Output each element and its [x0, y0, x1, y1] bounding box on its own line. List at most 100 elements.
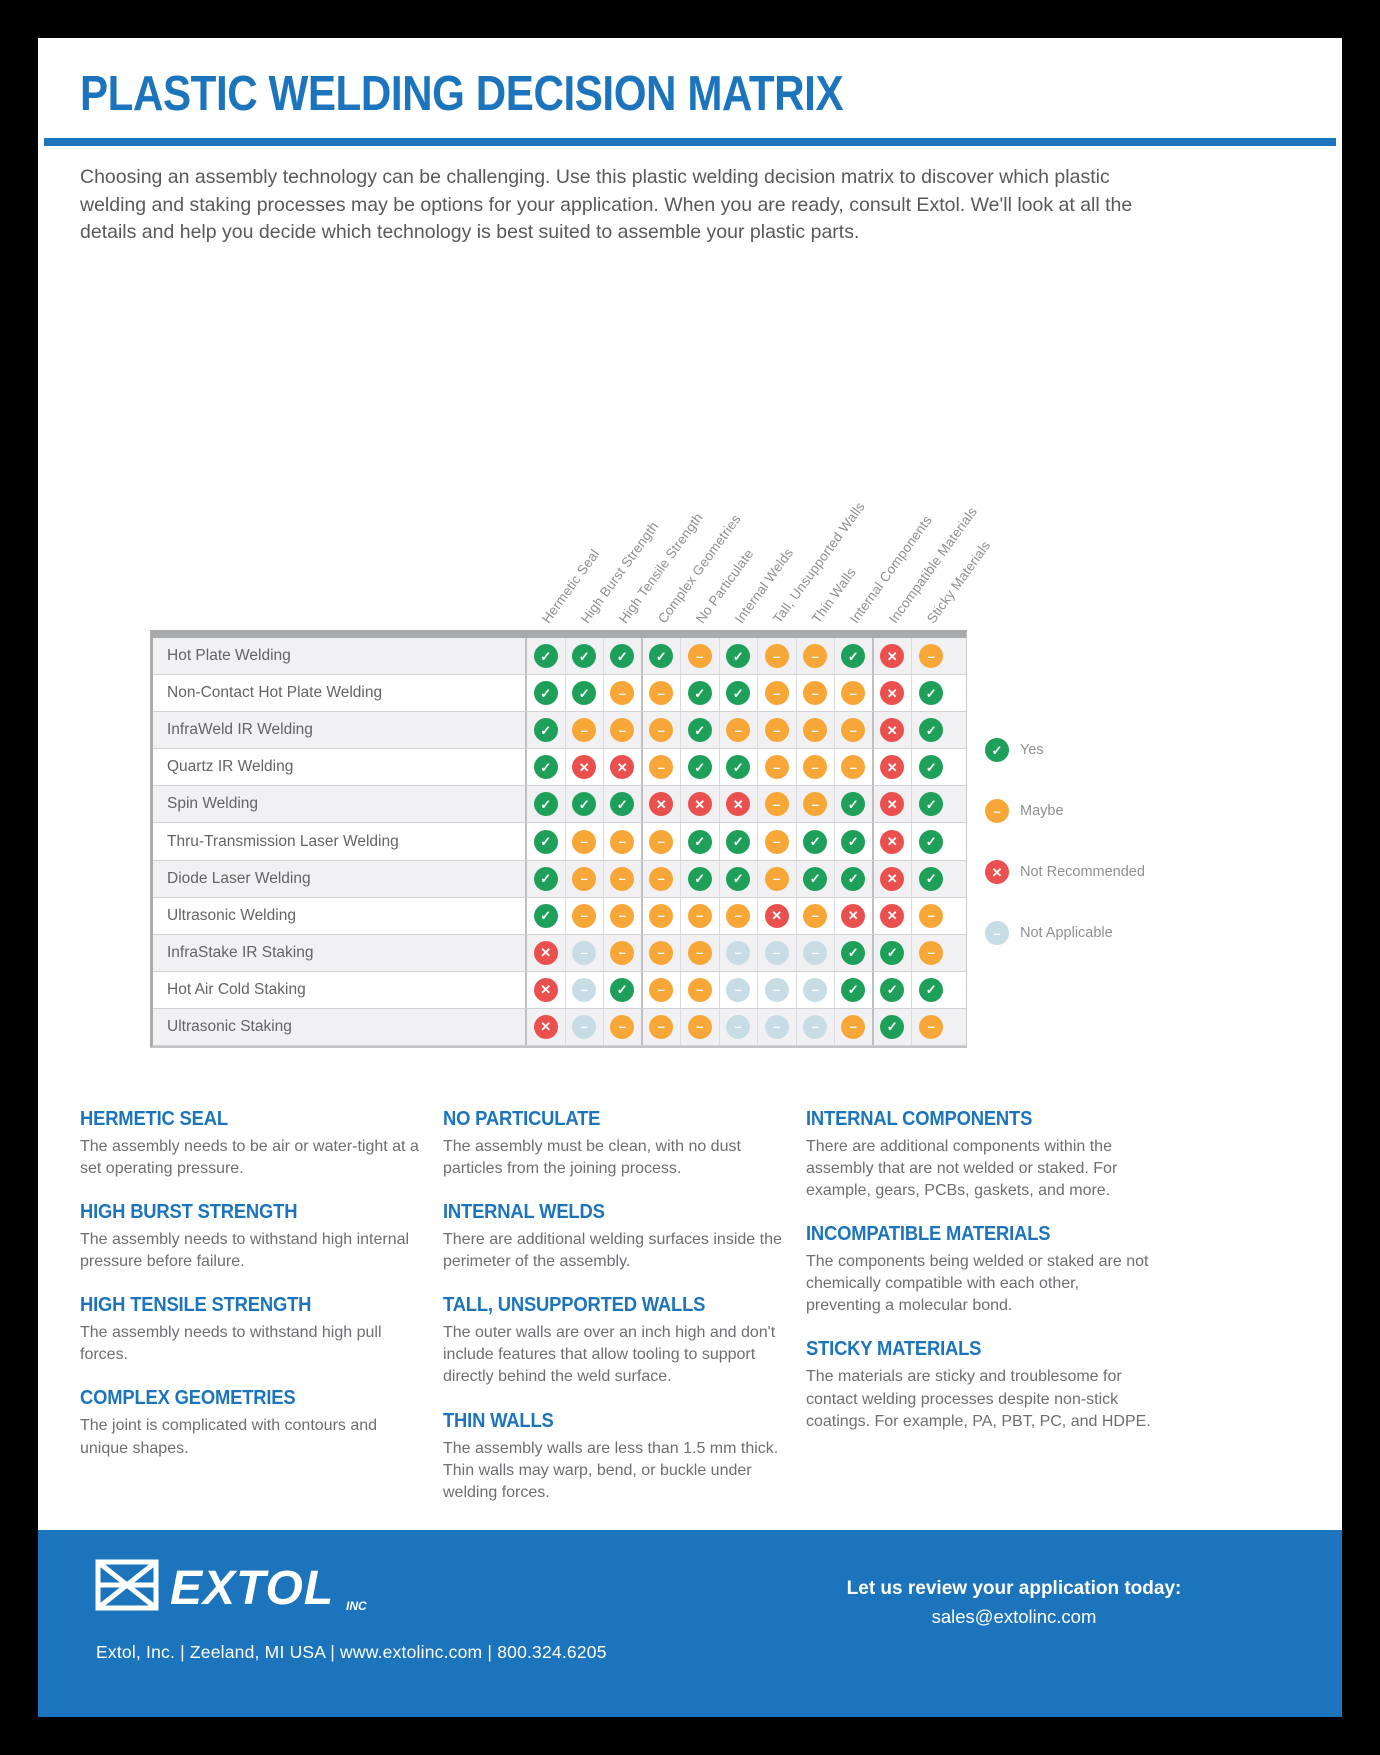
- status-dot-no: ✕: [687, 792, 712, 817]
- matrix-cell: –: [566, 934, 604, 971]
- matrix-cell: –: [797, 786, 835, 823]
- legend-item: – Maybe: [985, 799, 1145, 823]
- matrix-cell: –: [758, 638, 797, 675]
- legend-label: Not Applicable: [1020, 925, 1113, 941]
- definition-heading: TALL, UNSUPPORTED WALLS: [443, 1294, 706, 1317]
- status-dot-maybe: –: [764, 829, 789, 854]
- process-label: Hot Air Cold Staking: [153, 971, 527, 1008]
- status-dot-no: ✕: [533, 1014, 558, 1039]
- legend-dot-na: –: [985, 921, 1009, 945]
- matrix-cell: –: [720, 897, 758, 934]
- status-dot-yes: ✓: [533, 903, 558, 928]
- matrix-cell: ✓: [720, 823, 758, 860]
- matrix-cell: ✓: [835, 823, 874, 860]
- matrix-cell: –: [835, 675, 874, 712]
- status-dot-na: –: [726, 1014, 751, 1039]
- extol-logo-mark: [95, 1559, 159, 1611]
- intro-paragraph: Choosing an assembly technology can be c…: [80, 166, 1133, 244]
- status-dot-yes: ✓: [919, 755, 944, 780]
- matrix-cell: –: [604, 712, 643, 749]
- status-dot-yes: ✓: [841, 977, 866, 1002]
- matrix-cell: –: [681, 638, 720, 675]
- status-dot-maybe: –: [649, 1014, 674, 1039]
- status-dot-maybe: –: [649, 977, 674, 1002]
- matrix-cell: ✕: [681, 786, 720, 823]
- definition-heading: INTERNAL WELDS: [443, 1201, 605, 1224]
- status-dot-maybe: –: [649, 755, 674, 780]
- footer-address: Extol, Inc. | Zeeland, MI USA | www.exto…: [96, 1642, 607, 1662]
- matrix-cell: ✕: [874, 823, 912, 860]
- status-dot-na: –: [764, 1014, 789, 1039]
- status-dot-yes: ✓: [919, 977, 944, 1002]
- process-label: Thru-Transmission Laser Welding: [153, 823, 527, 860]
- matrix-cell: –: [758, 860, 797, 897]
- matrix-cell: ✓: [874, 1008, 912, 1046]
- matrix-cell: ✕: [566, 749, 604, 786]
- extol-logo: EXTOL INC: [95, 1559, 367, 1615]
- status-dot-yes: ✓: [726, 681, 751, 706]
- matrix-cell: ✕: [874, 712, 912, 749]
- matrix-cell: ✕: [874, 675, 912, 712]
- footer-bar: EXTOL INC Extol, Inc. | Zeeland, MI USA …: [38, 1530, 1342, 1717]
- matrix-cell: –: [797, 712, 835, 749]
- flyer-page: PLASTIC WELDING DECISION MATRIX Choosing…: [38, 38, 1342, 1717]
- matrix-row: Ultrasonic Welding ✓ – – – – – ✕ – ✕ ✕ –: [153, 897, 966, 935]
- matrix-row: Spin Welding ✓ ✓ ✓ ✕ ✕ ✕ – – ✓ ✕ ✓: [153, 786, 966, 824]
- title-divider: [44, 138, 1336, 146]
- status-dot-yes: ✓: [726, 829, 751, 854]
- matrix-cell: ✕: [874, 786, 912, 823]
- matrix-cell: ✓: [912, 749, 951, 785]
- matrix-cell: –: [912, 935, 951, 971]
- status-dot-yes: ✓: [687, 718, 712, 743]
- status-dot-no: ✕: [533, 940, 558, 965]
- matrix-cell: –: [758, 675, 797, 712]
- definitions-column-1: HERMETIC SEAL The assembly needs to be ai…: [80, 1108, 428, 1481]
- matrix-cell: ✕: [527, 934, 566, 971]
- definitions-column-2: NO PARTICULATE The assembly must be clean…: [443, 1108, 791, 1525]
- status-dot-no: ✕: [880, 866, 905, 891]
- matrix-cell: ✓: [912, 786, 951, 822]
- legend-item: ✓ Yes: [985, 738, 1145, 762]
- status-dot-yes: ✓: [880, 940, 905, 965]
- matrix-cell: –: [643, 897, 681, 934]
- status-dot-na: –: [726, 977, 751, 1002]
- status-dot-maybe: –: [803, 755, 828, 780]
- status-dot-no: ✕: [880, 718, 905, 743]
- definition-heading: COMPLEX GEOMETRIES: [80, 1387, 296, 1410]
- definition-body: The assembly needs to withstand high pul…: [80, 1324, 382, 1364]
- matrix-cell: ✕: [527, 971, 566, 1008]
- definition-body: The joint is complicated with contours a…: [80, 1417, 378, 1457]
- status-dot-yes: ✓: [649, 644, 674, 669]
- status-dot-maybe: –: [572, 829, 597, 854]
- matrix-cell: ✓: [604, 786, 643, 823]
- definition-heading: INCOMPATIBLE MATERIALS: [806, 1223, 1051, 1246]
- status-dot-no: ✕: [726, 792, 751, 817]
- status-dot-maybe: –: [687, 940, 712, 965]
- status-dot-yes: ✓: [880, 977, 905, 1002]
- matrix-cell: –: [604, 823, 643, 860]
- matrix-cell: –: [912, 898, 951, 934]
- status-dot-maybe: –: [610, 681, 635, 706]
- matrix-cell: –: [797, 675, 835, 712]
- status-dot-no: ✕: [649, 792, 674, 817]
- matrix-cell: ✓: [681, 749, 720, 786]
- status-dot-maybe: –: [610, 940, 635, 965]
- status-dot-yes: ✓: [533, 681, 558, 706]
- matrix-row: Thru-Transmission Laser Welding ✓ – – – ✓ ✓ – ✓ ✓…: [153, 823, 966, 861]
- status-dot-no: ✕: [880, 755, 905, 780]
- status-dot-maybe: –: [649, 718, 674, 743]
- status-dot-maybe: –: [687, 644, 712, 669]
- matrix-cell: ✓: [720, 860, 758, 897]
- matrix-cell: –: [758, 823, 797, 860]
- matrix-cell: –: [643, 934, 681, 971]
- matrix-cell: ✕: [604, 749, 643, 786]
- status-dot-maybe: –: [919, 903, 944, 928]
- matrix-cell: ✓: [604, 971, 643, 1008]
- status-dot-yes: ✓: [841, 829, 866, 854]
- status-dot-maybe: –: [649, 681, 674, 706]
- status-dot-maybe: –: [572, 903, 597, 928]
- matrix-cell: –: [643, 823, 681, 860]
- status-dot-na: –: [572, 977, 597, 1002]
- status-dot-yes: ✓: [687, 681, 712, 706]
- matrix-cell: ✓: [912, 861, 951, 897]
